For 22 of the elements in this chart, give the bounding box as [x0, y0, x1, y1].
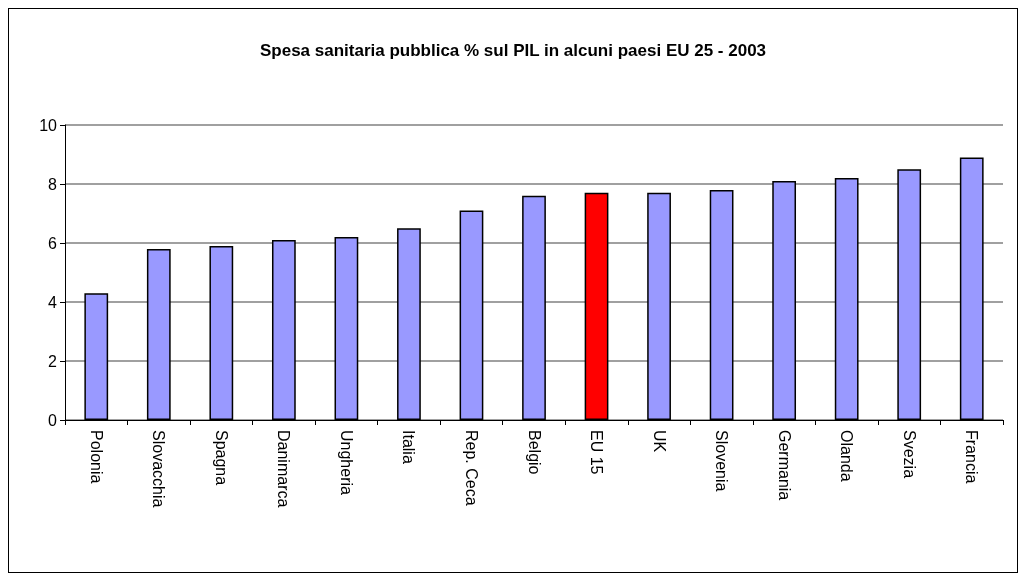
x-tick-label: Slovenia — [713, 430, 731, 492]
x-tick-label: EU 15 — [588, 430, 606, 475]
y-tick-label: 0 — [48, 411, 58, 429]
x-tick-label: Polonia — [87, 430, 105, 484]
y-tick-label: 2 — [48, 352, 58, 370]
x-tick-label: Italia — [400, 430, 418, 464]
x-tick-label: UK — [650, 430, 668, 453]
x-tick-label: Belgio — [525, 430, 543, 475]
x-tick-label: Spagna — [212, 430, 230, 486]
y-tick-label: 10 — [39, 116, 58, 134]
x-tick-label: Slovacchia — [150, 430, 168, 508]
x-tick-label: Olanda — [838, 430, 856, 482]
y-tick-label: 8 — [48, 175, 58, 193]
y-tick-label: 4 — [48, 293, 58, 311]
y-tick-label: 6 — [48, 234, 58, 252]
x-tick-label: Danimarca — [275, 430, 293, 508]
x-tick-label: Svezia — [900, 430, 918, 479]
x-tick-label: Ungheria — [337, 430, 355, 496]
x-tick-label: Germania — [775, 430, 793, 501]
x-tick-label: Francia — [963, 430, 981, 484]
x-tick-label: Rep. Ceca — [462, 430, 480, 506]
chart-title: Spesa sanitaria pubblica % sul PIL in alcuni paesi EU 25 - 2003 — [259, 41, 767, 60]
